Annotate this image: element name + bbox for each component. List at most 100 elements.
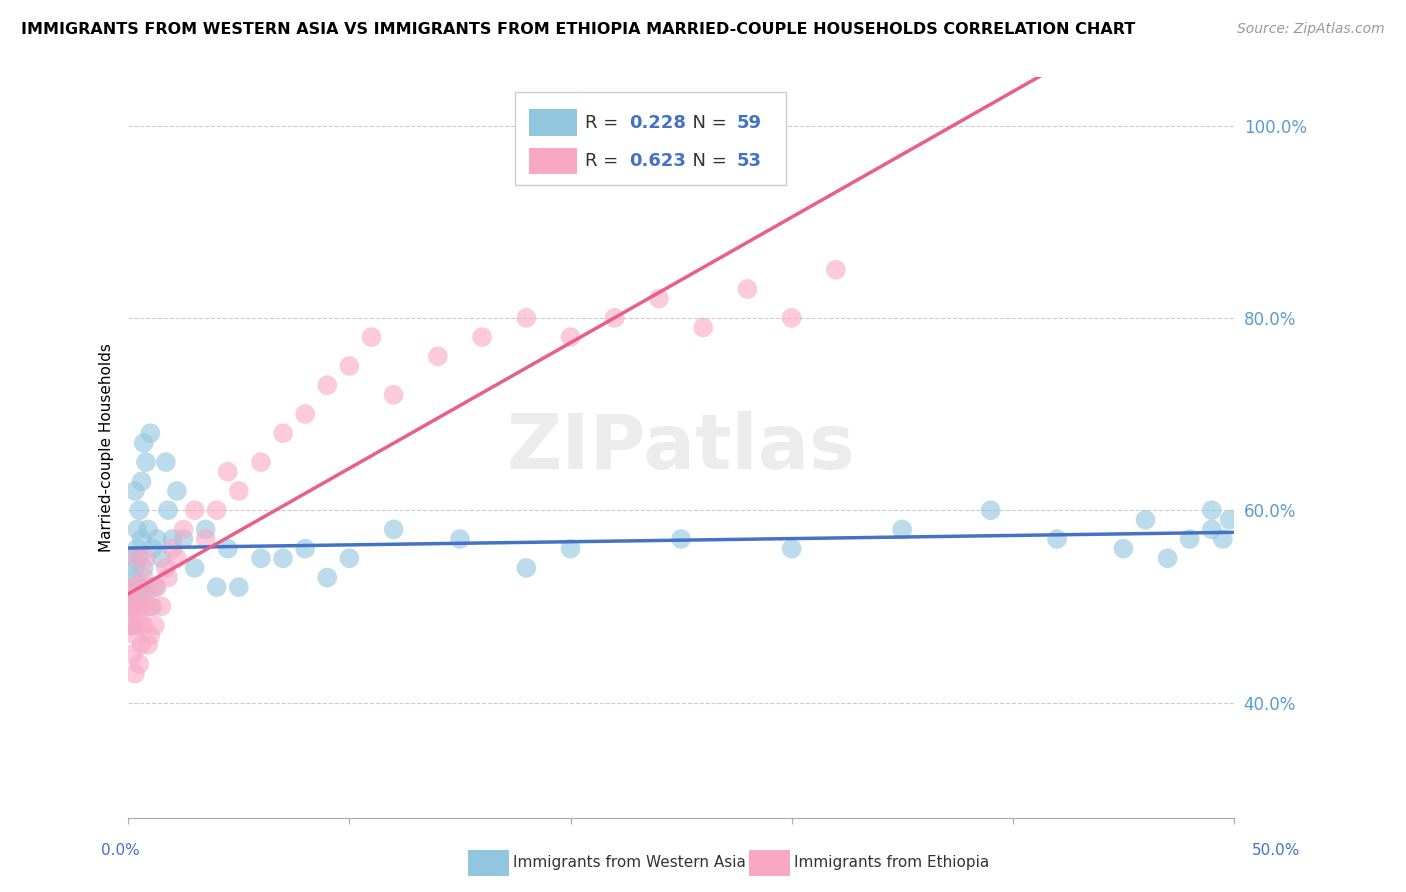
Point	[692, 320, 714, 334]
Point	[127, 523, 149, 537]
Point	[294, 541, 316, 556]
Point	[142, 541, 165, 556]
Point	[146, 580, 169, 594]
Point	[142, 599, 165, 614]
Point	[1201, 503, 1223, 517]
Point	[1212, 532, 1234, 546]
Point	[139, 628, 162, 642]
Point	[124, 561, 146, 575]
Point	[143, 580, 166, 594]
Point	[121, 570, 143, 584]
Point	[124, 666, 146, 681]
Point	[250, 455, 273, 469]
Point	[471, 330, 494, 344]
Point	[316, 378, 339, 392]
Point	[135, 599, 157, 614]
Point	[120, 599, 142, 614]
Point	[146, 532, 169, 546]
Point	[127, 541, 149, 556]
Point	[131, 532, 153, 546]
Text: Immigrants from Ethiopia: Immigrants from Ethiopia	[794, 855, 990, 870]
Point	[173, 523, 195, 537]
Point	[271, 426, 294, 441]
Point	[121, 599, 143, 614]
Point	[139, 426, 162, 441]
Point	[136, 523, 159, 537]
Point	[120, 580, 142, 594]
Point	[560, 541, 582, 556]
Text: 0.0%: 0.0%	[101, 843, 141, 858]
Point	[155, 455, 177, 469]
Y-axis label: Married-couple Households: Married-couple Households	[100, 343, 114, 552]
Point	[121, 648, 143, 662]
Point	[124, 628, 146, 642]
Point	[669, 532, 692, 546]
Point	[205, 580, 228, 594]
Point	[132, 435, 155, 450]
Point	[155, 561, 177, 575]
Text: ZIPatlas: ZIPatlas	[506, 410, 855, 484]
Point	[124, 580, 146, 594]
Text: 50.0%: 50.0%	[1253, 843, 1301, 858]
Point	[124, 483, 146, 498]
Point	[1156, 551, 1178, 566]
Point	[135, 580, 157, 594]
Point	[515, 310, 537, 325]
Point	[337, 359, 360, 373]
Point	[121, 580, 143, 594]
Text: Immigrants from Western Asia: Immigrants from Western Asia	[513, 855, 747, 870]
Point	[217, 541, 239, 556]
Point	[294, 407, 316, 421]
Point	[135, 455, 157, 469]
Point	[194, 532, 217, 546]
Point	[121, 551, 143, 566]
Point	[1135, 513, 1157, 527]
Point	[449, 532, 471, 546]
Point	[1112, 541, 1135, 556]
Point	[217, 465, 239, 479]
Point	[337, 551, 360, 566]
Text: Source: ZipAtlas.com: Source: ZipAtlas.com	[1237, 22, 1385, 37]
Point	[382, 388, 405, 402]
Point	[250, 551, 273, 566]
Point	[1046, 532, 1069, 546]
Text: R =: R =	[585, 153, 624, 170]
Point	[515, 561, 537, 575]
Point	[128, 609, 150, 624]
Point	[1201, 523, 1223, 537]
Point	[166, 551, 188, 566]
Point	[127, 551, 149, 566]
Point	[426, 349, 449, 363]
Point	[128, 551, 150, 566]
Text: N =: N =	[681, 113, 733, 132]
Point	[382, 523, 405, 537]
Point	[980, 503, 1002, 517]
Point	[1218, 513, 1240, 527]
FancyBboxPatch shape	[515, 92, 786, 185]
Point	[173, 532, 195, 546]
Text: 59: 59	[737, 113, 762, 132]
Point	[150, 551, 173, 566]
Text: R =: R =	[585, 113, 624, 132]
Text: IMMIGRANTS FROM WESTERN ASIA VS IMMIGRANTS FROM ETHIOPIA MARRIED-COUPLE HOUSEHOL: IMMIGRANTS FROM WESTERN ASIA VS IMMIGRAN…	[21, 22, 1135, 37]
Point	[271, 551, 294, 566]
Point	[120, 618, 142, 632]
Point	[136, 638, 159, 652]
Point	[780, 541, 803, 556]
Point	[124, 599, 146, 614]
Point	[132, 561, 155, 575]
Point	[127, 590, 149, 604]
Point	[183, 561, 205, 575]
FancyBboxPatch shape	[529, 148, 576, 175]
Point	[121, 618, 143, 632]
Point	[316, 570, 339, 584]
Point	[891, 523, 914, 537]
Point	[128, 599, 150, 614]
Point	[128, 657, 150, 671]
Point	[150, 599, 173, 614]
Point	[648, 292, 671, 306]
Point	[780, 310, 803, 325]
Point	[162, 541, 184, 556]
Point	[157, 503, 180, 517]
Point	[127, 618, 149, 632]
